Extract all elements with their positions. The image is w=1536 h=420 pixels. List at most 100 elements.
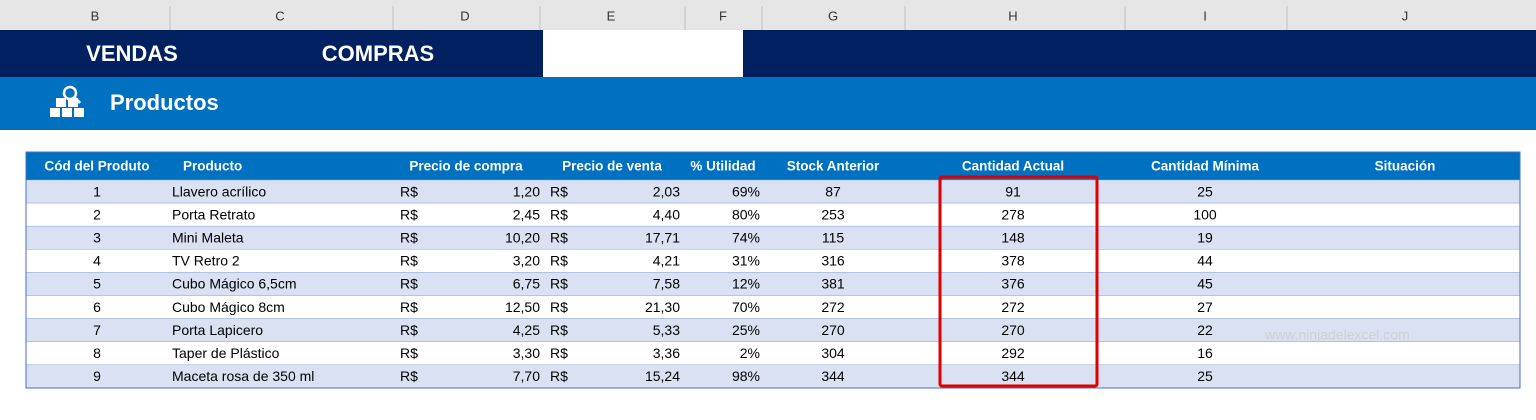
table-cell[interactable]: 3,36	[653, 345, 680, 361]
table-cell[interactable]: 27	[1197, 299, 1213, 315]
table-cell[interactable]: 17,71	[645, 229, 680, 245]
table-cell[interactable]: 25%	[732, 322, 760, 338]
table-cell[interactable]: 70%	[732, 299, 760, 315]
table-cell[interactable]: 7,58	[653, 276, 680, 292]
table-cell[interactable]: 304	[821, 345, 845, 361]
table-cell[interactable]: 270	[1001, 322, 1025, 338]
table-cell[interactable]: 25	[1197, 183, 1213, 199]
table-cell[interactable]: R$	[400, 253, 418, 269]
table-cell[interactable]: R$	[400, 229, 418, 245]
table-cell[interactable]: Porta Retrato	[172, 206, 255, 222]
table-cell[interactable]: R$	[550, 345, 568, 361]
table-cell[interactable]: R$	[400, 276, 418, 292]
table-cell[interactable]: 1,20	[513, 183, 540, 199]
table-cell[interactable]: 16	[1197, 345, 1213, 361]
active-tab[interactable]	[543, 30, 743, 77]
table-cell[interactable]: 7,70	[513, 368, 540, 384]
table-cell[interactable]: R$	[550, 253, 568, 269]
table-cell[interactable]: 344	[1001, 368, 1025, 384]
table-cell[interactable]: 292	[1001, 345, 1025, 361]
table-cell[interactable]: 5,33	[653, 322, 680, 338]
table-cell[interactable]: 74%	[732, 229, 760, 245]
table-cell[interactable]: 4,40	[653, 206, 680, 222]
table-cell[interactable]: 272	[1001, 299, 1025, 315]
table-cell[interactable]: 3,20	[513, 253, 540, 269]
table-cell[interactable]: 148	[1001, 229, 1025, 245]
table-cell[interactable]: TV Retro 2	[172, 253, 240, 269]
table-cell[interactable]: 91	[1005, 183, 1021, 199]
table-cell[interactable]: 3,30	[513, 345, 540, 361]
table-cell[interactable]: 87	[825, 183, 841, 199]
table-cell[interactable]: 12,50	[505, 299, 540, 315]
column-letter[interactable]: F	[719, 8, 727, 23]
table-cell[interactable]: Llavero acrílico	[172, 183, 266, 199]
column-letter[interactable]: E	[607, 8, 616, 23]
table-cell[interactable]: R$	[550, 276, 568, 292]
table-cell[interactable]: 15,24	[645, 368, 680, 384]
table-cell[interactable]: 2,45	[513, 206, 540, 222]
column-letter[interactable]: J	[1402, 8, 1409, 23]
table-cell[interactable]: 7	[93, 322, 101, 338]
table-cell[interactable]: 31%	[732, 253, 760, 269]
table-cell[interactable]: R$	[550, 322, 568, 338]
table-cell[interactable]: 344	[821, 368, 845, 384]
tab-label[interactable]: COMPRAS	[322, 41, 434, 66]
table-cell[interactable]: 80%	[732, 206, 760, 222]
table-cell[interactable]: Cubo Mágico 6,5cm	[172, 276, 297, 292]
table-cell[interactable]: 2,03	[653, 183, 680, 199]
table-cell[interactable]: R$	[400, 322, 418, 338]
table-cell[interactable]: 22	[1197, 322, 1213, 338]
column-letter[interactable]: C	[275, 8, 284, 23]
table-cell[interactable]: 6	[93, 299, 101, 315]
table-cell[interactable]: R$	[400, 183, 418, 199]
table-cell[interactable]: 9	[93, 368, 101, 384]
table-cell[interactable]: 272	[821, 299, 845, 315]
table-cell[interactable]: 5	[93, 276, 101, 292]
table-cell[interactable]: 21,30	[645, 299, 680, 315]
column-letter[interactable]: I	[1203, 8, 1207, 23]
column-letter[interactable]: B	[91, 8, 100, 23]
table-cell[interactable]: 3	[93, 229, 101, 245]
table-cell[interactable]: 1	[93, 183, 101, 199]
table-cell[interactable]: 270	[821, 322, 845, 338]
table-cell[interactable]: 100	[1193, 206, 1217, 222]
table-cell[interactable]: 19	[1197, 229, 1213, 245]
table-cell[interactable]: 12%	[732, 276, 760, 292]
table-cell[interactable]: 376	[1001, 276, 1025, 292]
table-cell[interactable]: 2	[93, 206, 101, 222]
column-letter[interactable]: G	[828, 8, 838, 23]
table-cell[interactable]: R$	[400, 345, 418, 361]
table-cell[interactable]: 316	[821, 253, 845, 269]
tab-label[interactable]: VENDAS	[86, 41, 178, 66]
table-cell[interactable]: R$	[550, 206, 568, 222]
table-cell[interactable]: R$	[550, 368, 568, 384]
table-cell[interactable]: 115	[822, 229, 845, 245]
table-cell[interactable]: 45	[1197, 276, 1213, 292]
table-cell[interactable]: R$	[550, 299, 568, 315]
table-cell[interactable]: 4,21	[653, 253, 680, 269]
table-cell[interactable]: 378	[1001, 253, 1025, 269]
column-letter[interactable]: H	[1008, 8, 1017, 23]
table-cell[interactable]: Cubo Mágico 8cm	[172, 299, 285, 315]
table-cell[interactable]: 4	[93, 253, 101, 269]
table-cell[interactable]: 25	[1197, 368, 1213, 384]
table-cell[interactable]: R$	[550, 229, 568, 245]
table-cell[interactable]: 69%	[732, 183, 760, 199]
table-cell[interactable]: R$	[400, 206, 418, 222]
table-cell[interactable]: 44	[1197, 253, 1213, 269]
table-cell[interactable]: R$	[400, 299, 418, 315]
table-cell[interactable]: 98%	[732, 368, 760, 384]
column-letter[interactable]: D	[460, 8, 469, 23]
table-cell[interactable]: 278	[1001, 206, 1025, 222]
table-cell[interactable]: 2%	[740, 345, 760, 361]
tab-label[interactable]: PRODUCTOS	[573, 41, 713, 66]
table-cell[interactable]: Taper de Plástico	[172, 345, 280, 361]
table-cell[interactable]: 8	[93, 345, 101, 361]
table-cell[interactable]: Porta Lapicero	[172, 322, 263, 338]
table-cell[interactable]: R$	[550, 183, 568, 199]
table-cell[interactable]: Maceta rosa de 350 ml	[172, 368, 314, 384]
table-cell[interactable]: Mini Maleta	[172, 229, 244, 245]
table-cell[interactable]: 253	[821, 206, 845, 222]
table-cell[interactable]: R$	[400, 368, 418, 384]
table-cell[interactable]: 6,75	[513, 276, 540, 292]
